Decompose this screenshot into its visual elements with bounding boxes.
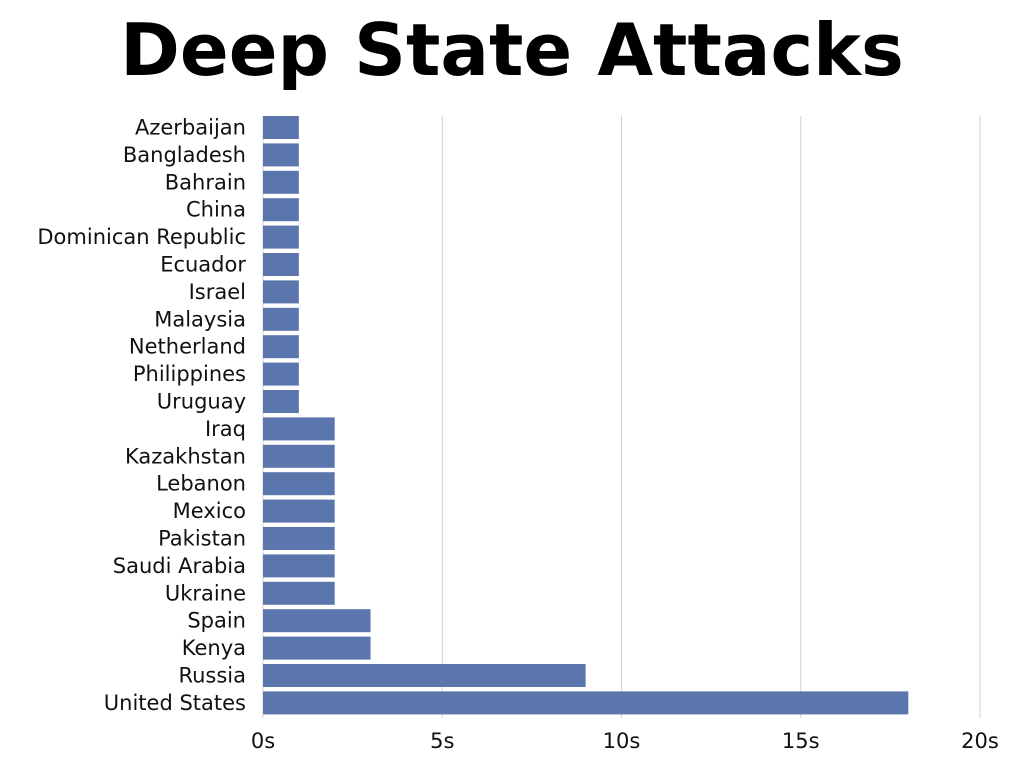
bar xyxy=(263,253,299,276)
chart-title: Deep State Attacks xyxy=(120,8,904,92)
category-label: Dominican Republic xyxy=(37,225,246,249)
bar xyxy=(263,691,909,715)
bar xyxy=(263,636,371,660)
category-label: Malaysia xyxy=(154,307,246,331)
category-label: United States xyxy=(104,691,246,715)
category-label: Pakistan xyxy=(158,527,246,551)
x-tick-label: 5s xyxy=(430,729,454,753)
category-labels: Azerbaijan Bangladesh Bahrain China Dominica… xyxy=(37,116,246,715)
bar xyxy=(263,198,299,222)
bar xyxy=(263,472,335,496)
category-label: Iraq xyxy=(205,417,246,441)
category-label: Ecuador xyxy=(160,253,246,277)
category-label: Lebanon xyxy=(156,472,246,496)
category-label: Spain xyxy=(187,609,246,633)
x-tick-label: 10s xyxy=(603,729,641,753)
bar xyxy=(263,225,299,249)
x-tick-label: 20s xyxy=(961,729,999,753)
bar xyxy=(263,307,299,331)
category-label: Ukraine xyxy=(165,581,246,605)
category-label: China xyxy=(186,198,246,222)
category-label: Israel xyxy=(189,280,246,304)
category-label: Kazakhstan xyxy=(125,444,246,468)
bar xyxy=(263,664,586,687)
bar xyxy=(263,280,299,304)
bar xyxy=(263,170,299,194)
bar xyxy=(263,143,299,167)
x-tick-label: 15s xyxy=(782,729,820,753)
bar xyxy=(263,499,335,523)
category-label: Uruguay xyxy=(157,390,246,414)
bar xyxy=(263,116,299,139)
category-label: Netherland xyxy=(129,335,246,359)
category-label: Russia xyxy=(178,664,246,688)
bar xyxy=(263,335,299,359)
bar xyxy=(263,417,335,441)
category-label: Saudi Arabia xyxy=(113,554,246,578)
category-label: Philippines xyxy=(133,362,246,386)
bar xyxy=(263,581,335,605)
bar xyxy=(263,362,299,386)
bar xyxy=(263,609,371,633)
bar xyxy=(263,444,335,468)
category-label: Azerbaijan xyxy=(135,116,246,140)
category-label: Bangladesh xyxy=(123,143,246,167)
category-label: Mexico xyxy=(173,499,246,523)
x-tick-labels: 0s 5s 10s 15s 20s xyxy=(251,729,999,753)
bars xyxy=(263,116,909,715)
bar xyxy=(263,527,335,550)
x-tick-label: 0s xyxy=(251,729,275,753)
bar xyxy=(263,390,299,413)
category-label: Kenya xyxy=(182,636,246,660)
category-label: Bahrain xyxy=(165,170,246,194)
bar xyxy=(263,554,335,578)
